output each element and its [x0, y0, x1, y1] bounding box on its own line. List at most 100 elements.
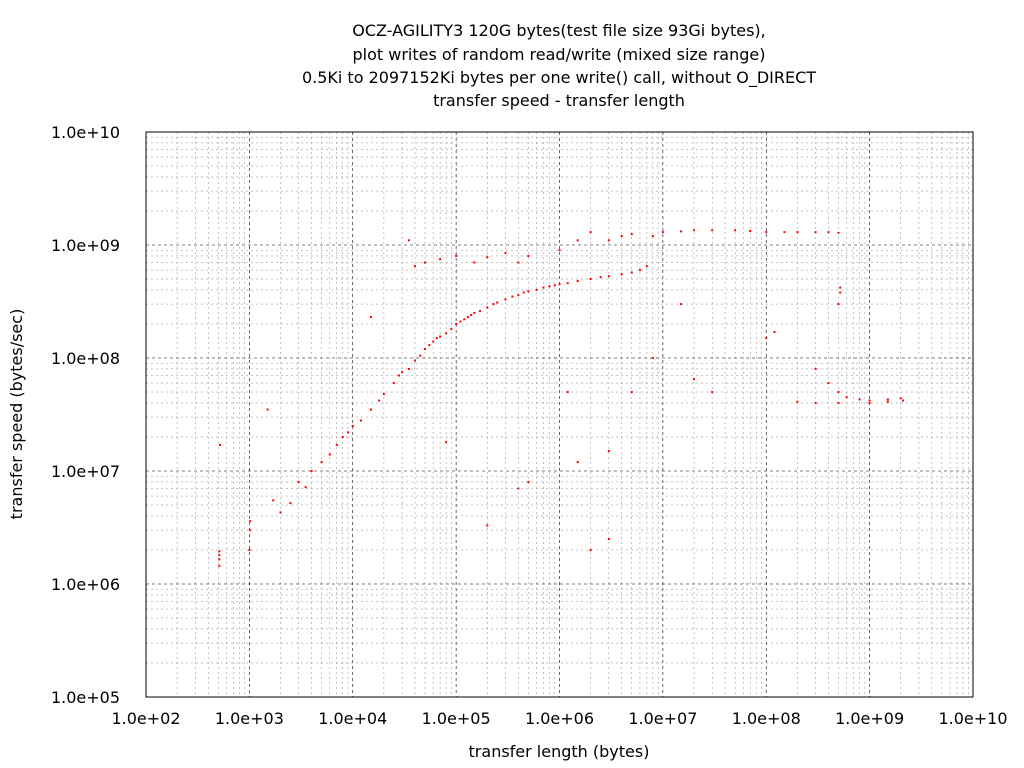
data-point — [459, 320, 462, 323]
data-point — [566, 391, 569, 394]
data-point — [814, 367, 817, 370]
data-point — [711, 391, 714, 394]
data-point — [397, 374, 400, 377]
data-point — [359, 419, 362, 422]
data-point — [378, 399, 381, 402]
data-point — [765, 231, 768, 234]
data-point — [369, 408, 372, 411]
data-point — [249, 520, 252, 523]
data-point — [392, 382, 395, 385]
y-tick-labels: 1.0e+05 1.0e+06 1.0e+07 1.0e+08 1.0e+09 1.0e+… — [51, 123, 120, 707]
data-point — [439, 258, 442, 261]
data-point — [486, 256, 489, 259]
data-point — [607, 275, 610, 278]
data-point — [450, 328, 453, 331]
data-point — [341, 435, 344, 438]
data-point — [773, 330, 776, 333]
data-point — [542, 286, 545, 289]
x-tick-label: 1.0e+04 — [318, 709, 387, 728]
data-point — [463, 318, 466, 321]
y-tick-label: 1.0e+07 — [51, 462, 120, 481]
data-point — [711, 229, 714, 232]
data-point — [558, 249, 561, 252]
x-tick-label: 1.0e+10 — [938, 709, 1007, 728]
x-axis-label: transfer length (bytes) — [469, 742, 650, 761]
data-point — [839, 286, 842, 289]
data-point — [473, 261, 476, 264]
data-point — [517, 294, 520, 297]
data-point — [218, 550, 221, 553]
data-point — [511, 295, 514, 298]
data-point — [607, 239, 610, 242]
data-point — [382, 393, 385, 396]
data-point — [517, 261, 520, 264]
x-tick-labels: 1.0e+02 1.0e+03 1.0e+04 1.0e+05 1.0e+06 1.0e+… — [111, 709, 1007, 728]
data-point — [289, 502, 292, 505]
title-line-1: OCZ-AGILITY3 120G bytes(test file size 9… — [352, 21, 766, 40]
data-point — [218, 554, 221, 557]
plot-frame — [145, 131, 974, 698]
data-point — [527, 480, 530, 483]
data-point — [369, 316, 372, 319]
data-point — [428, 344, 431, 347]
data-point — [576, 280, 579, 283]
y-tick-label: 1.0e+06 — [51, 575, 120, 594]
data-point — [868, 401, 871, 404]
data-point — [661, 231, 664, 234]
data-point — [827, 231, 830, 234]
data-point — [473, 312, 476, 315]
title-line-3: 0.5Ki to 2097152Ki bytes per one write()… — [302, 68, 816, 88]
data-point — [749, 230, 752, 233]
data-point — [620, 235, 623, 238]
data-point — [424, 348, 427, 351]
data-point — [692, 378, 695, 381]
data-point — [527, 290, 530, 293]
data-point — [576, 461, 579, 464]
data-point — [680, 303, 683, 306]
data-point — [814, 401, 817, 404]
x-tick-label: 1.0e+07 — [628, 709, 697, 728]
data-point — [455, 254, 458, 257]
data-point — [630, 271, 633, 274]
data-point — [607, 538, 610, 541]
data-point — [599, 276, 602, 279]
data-point — [630, 391, 633, 394]
data-point — [839, 291, 842, 294]
data-point — [407, 239, 410, 242]
data-point — [304, 486, 307, 489]
data-point — [535, 288, 538, 291]
data-point — [868, 399, 871, 402]
data-point — [558, 283, 561, 286]
data-point — [858, 398, 861, 401]
data-point — [504, 251, 507, 254]
data-point — [638, 269, 641, 272]
y-tick-label: 1.0e+09 — [51, 236, 120, 255]
data-point — [548, 285, 551, 288]
data-point — [328, 453, 331, 456]
y-axis-label: transfer speed (bytes/sec) — [7, 309, 26, 520]
data-point — [607, 450, 610, 453]
title-line-4: transfer speed - transfer length — [433, 91, 685, 110]
data-point — [504, 298, 507, 301]
data-point — [837, 401, 840, 404]
data-point — [466, 316, 469, 319]
x-tick-label: 1.0e+05 — [422, 709, 491, 728]
x-tick-label: 1.0e+08 — [732, 709, 801, 728]
x-tick-label: 1.0e+03 — [215, 709, 284, 728]
data-point — [248, 529, 251, 532]
data-point — [651, 235, 654, 238]
y-tick-label: 1.0e+10 — [51, 123, 120, 142]
data-point — [320, 461, 323, 464]
data-point — [445, 332, 448, 335]
data-point — [478, 310, 481, 313]
data-point — [401, 371, 404, 374]
data-point — [527, 254, 530, 257]
data-point — [837, 391, 840, 394]
data-point — [796, 400, 799, 403]
data-point — [486, 524, 489, 527]
data-point — [901, 399, 904, 402]
data-point — [455, 322, 458, 325]
data-point — [407, 367, 410, 370]
data-point — [496, 301, 499, 304]
